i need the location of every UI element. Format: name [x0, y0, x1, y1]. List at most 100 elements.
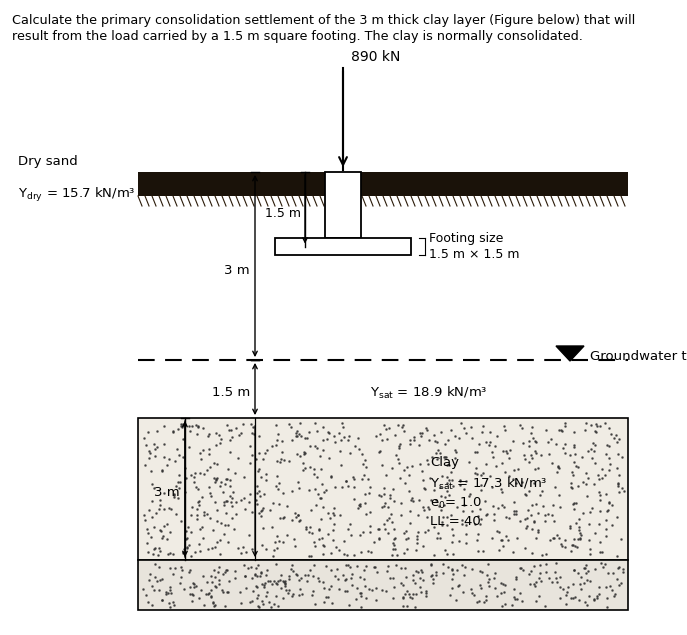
Point	[534, 559, 545, 570]
Point	[144, 569, 155, 579]
Point	[185, 582, 196, 592]
Point	[439, 451, 450, 462]
Point	[145, 466, 156, 476]
Point	[142, 538, 153, 548]
Point	[528, 516, 539, 526]
Point	[235, 598, 246, 608]
Point	[209, 601, 220, 611]
Point	[416, 466, 427, 476]
Point	[252, 582, 263, 592]
Point	[594, 506, 605, 516]
Point	[251, 563, 262, 573]
Point	[328, 519, 339, 529]
Point	[583, 591, 594, 601]
Point	[552, 461, 563, 471]
Point	[207, 525, 218, 535]
Point	[530, 580, 541, 591]
Point	[267, 498, 278, 508]
Point	[374, 429, 385, 439]
Point	[177, 547, 188, 558]
Point	[517, 477, 528, 487]
Point	[509, 506, 520, 516]
Point	[375, 446, 386, 457]
Point	[196, 491, 207, 502]
Point	[488, 509, 499, 519]
Point	[193, 422, 204, 432]
Point	[170, 456, 181, 466]
Point	[524, 578, 535, 589]
Point	[401, 544, 412, 554]
Point	[559, 535, 570, 545]
Point	[314, 525, 325, 535]
Point	[154, 525, 165, 535]
Point	[360, 580, 371, 591]
Point	[354, 500, 365, 511]
Point	[556, 425, 567, 435]
Point	[201, 509, 212, 519]
Point	[177, 565, 188, 575]
Point	[400, 534, 411, 544]
Point	[618, 568, 629, 578]
Point	[317, 444, 328, 455]
Point	[569, 565, 580, 575]
Point	[454, 432, 465, 443]
Point	[499, 425, 510, 435]
Point	[510, 572, 521, 582]
Point	[177, 422, 188, 432]
Point	[154, 575, 165, 585]
Point	[600, 449, 611, 459]
Point	[609, 589, 620, 599]
Point	[258, 599, 269, 609]
Point	[423, 459, 434, 469]
Point	[396, 578, 407, 588]
Point	[348, 471, 359, 481]
Point	[477, 566, 488, 577]
Point	[194, 524, 205, 534]
Point	[483, 581, 494, 591]
Point	[461, 428, 472, 438]
Point	[501, 531, 512, 541]
Point	[324, 584, 335, 594]
Point	[504, 445, 515, 455]
Point	[416, 567, 427, 577]
Point	[205, 591, 216, 601]
Point	[374, 490, 385, 500]
Point	[294, 584, 305, 594]
Point	[154, 562, 165, 572]
Point	[318, 422, 329, 432]
Point	[480, 458, 491, 469]
Point	[212, 567, 223, 577]
Point	[339, 549, 350, 559]
Point	[267, 522, 278, 532]
Point	[333, 545, 344, 555]
Point	[206, 577, 217, 587]
Point	[347, 580, 358, 590]
Point	[172, 493, 183, 503]
Point	[421, 424, 432, 434]
Point	[382, 515, 393, 525]
Polygon shape	[556, 346, 584, 361]
Point	[583, 446, 594, 456]
Point	[525, 450, 536, 460]
Point	[576, 530, 587, 540]
Point	[170, 563, 181, 573]
Point	[460, 519, 471, 530]
Point	[272, 578, 283, 589]
Point	[341, 476, 352, 486]
Point	[519, 542, 530, 552]
Point	[497, 578, 508, 589]
Point	[540, 559, 551, 569]
Point	[181, 534, 192, 544]
Text: $\mathregular{Y_{sat}}$ = 17.3 kN/m³: $\mathregular{Y_{sat}}$ = 17.3 kN/m³	[430, 476, 548, 492]
Point	[155, 526, 166, 536]
Point	[370, 583, 381, 593]
Point	[142, 525, 153, 535]
Point	[301, 523, 312, 533]
Point	[436, 471, 447, 481]
Point	[436, 505, 447, 516]
Point	[595, 420, 606, 431]
Point	[346, 569, 357, 579]
Point	[447, 524, 458, 534]
Point	[319, 597, 330, 607]
Point	[537, 486, 548, 496]
